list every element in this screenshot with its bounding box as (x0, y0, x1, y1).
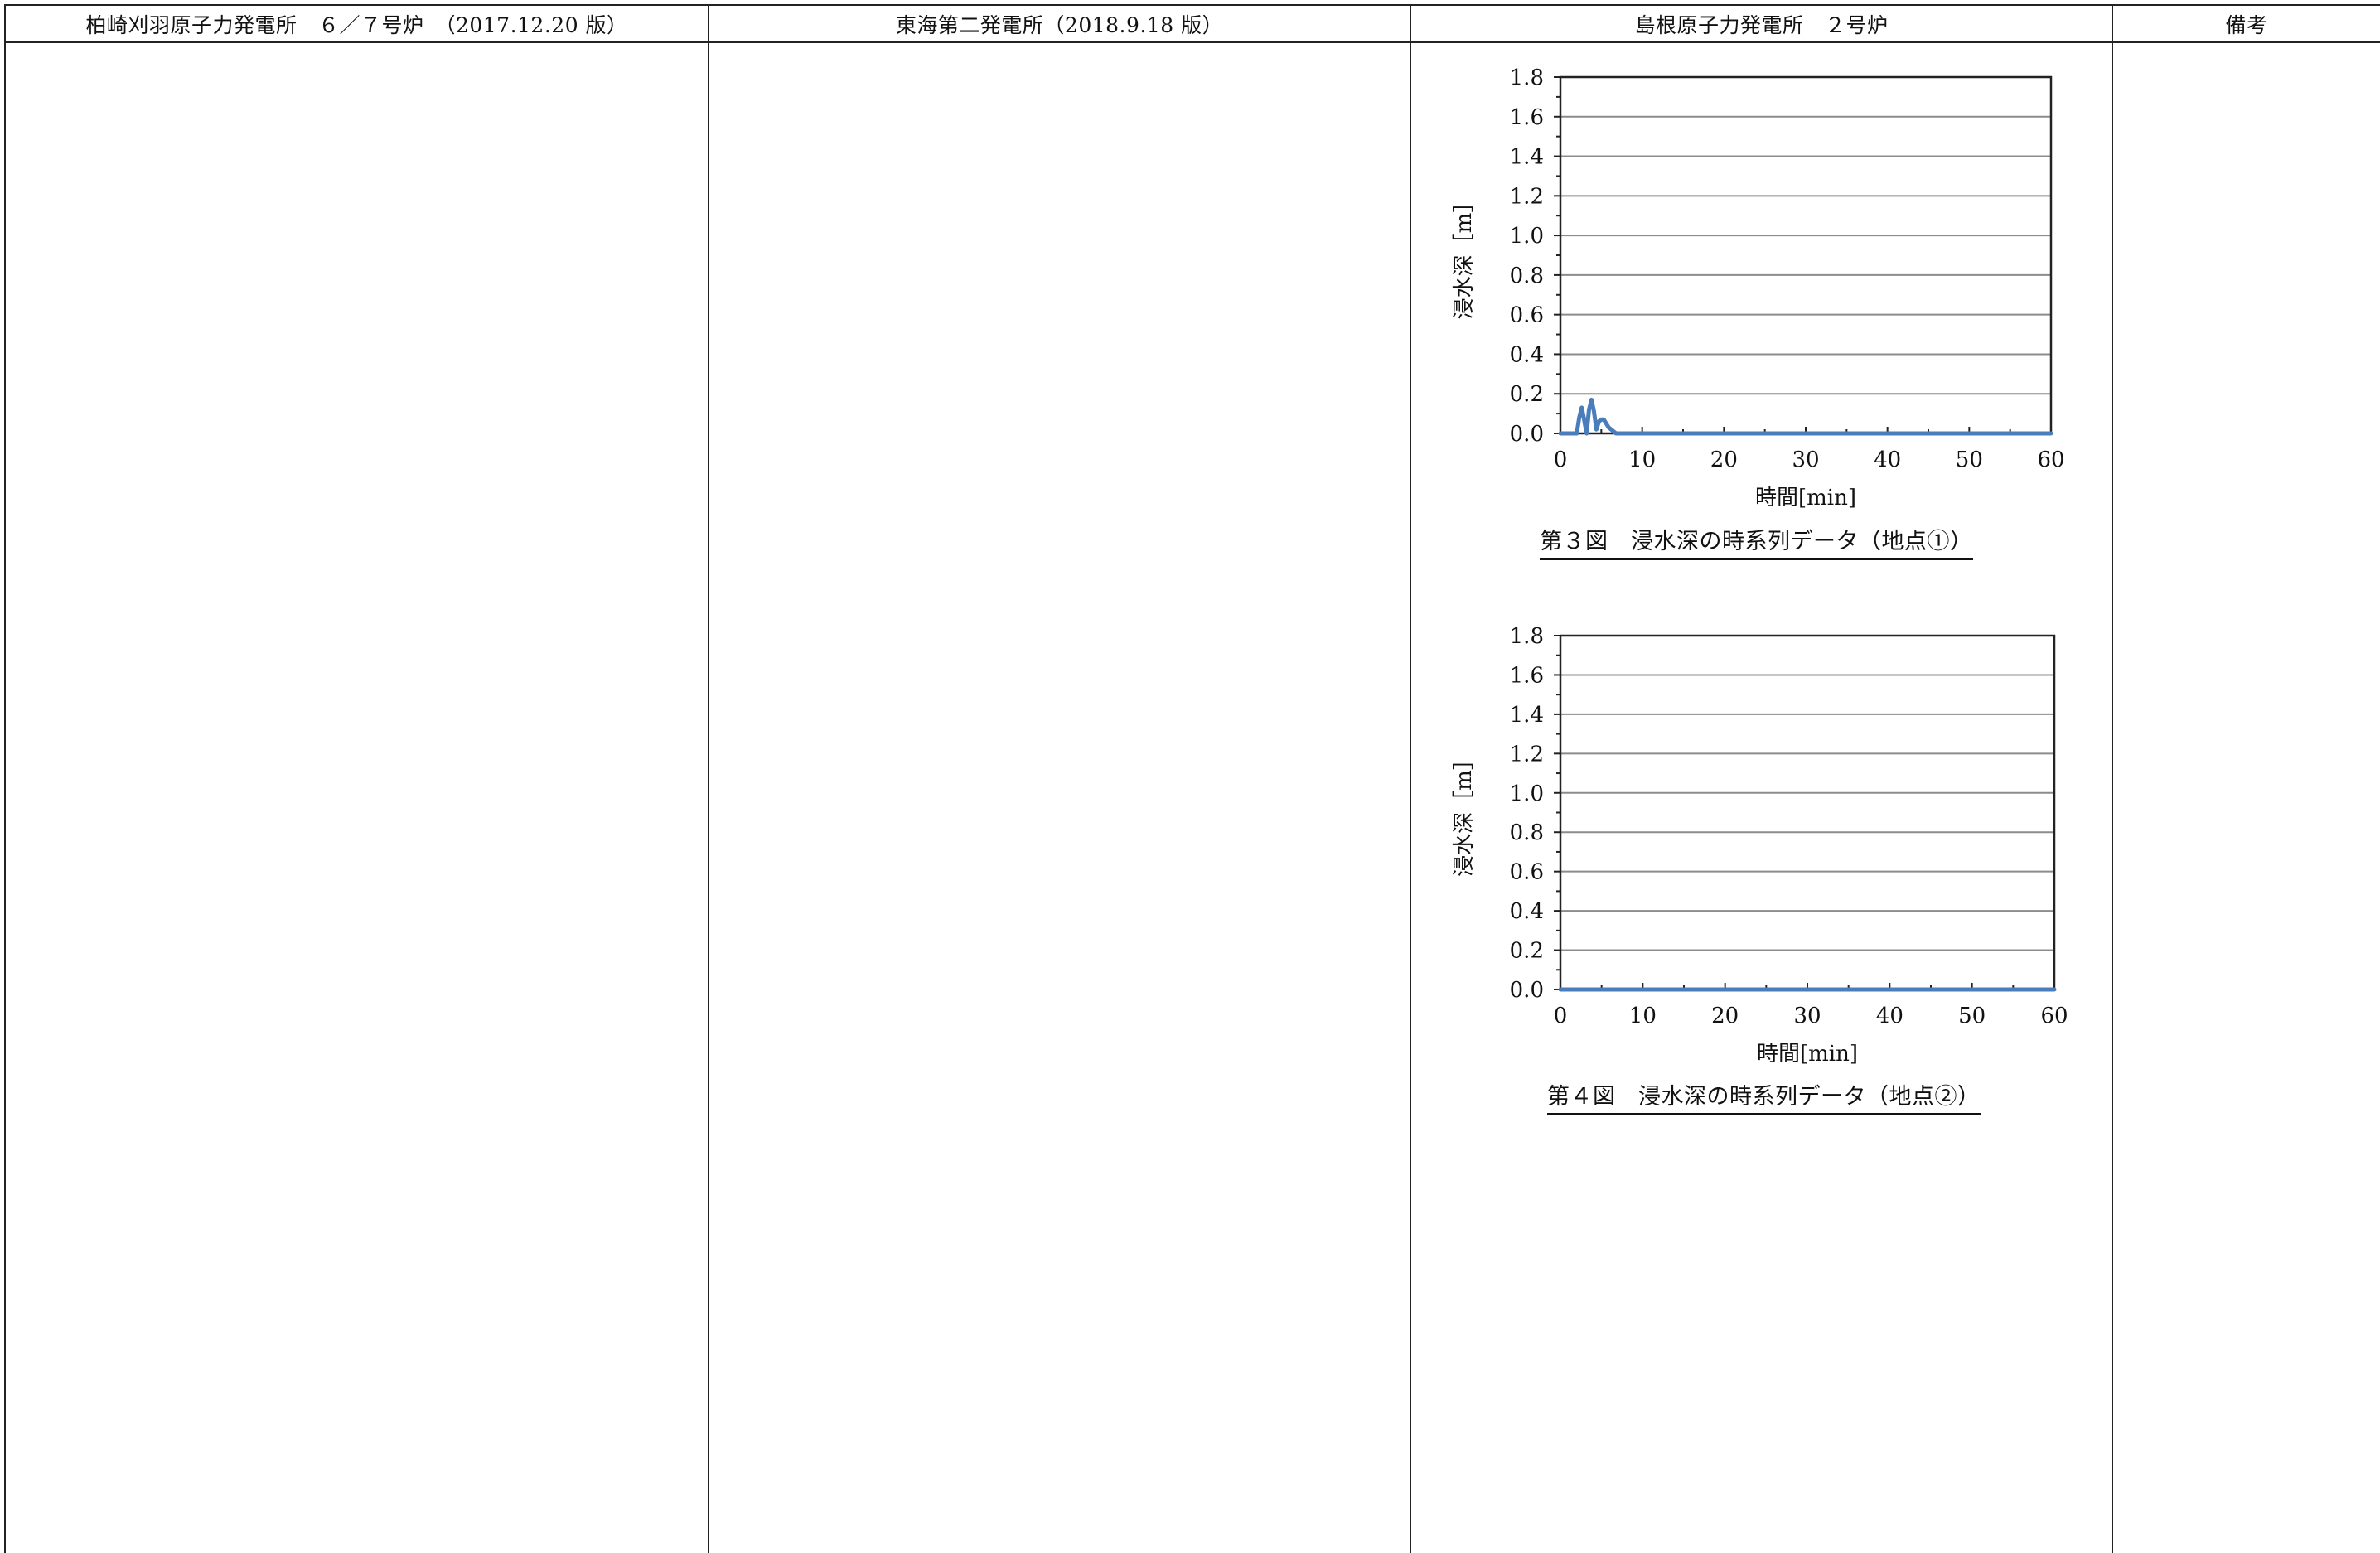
x-tick-label: 40 (1876, 1004, 1904, 1028)
x-axis-label: 時間[min] (1755, 486, 1856, 510)
x-tick-label: 20 (1711, 1004, 1739, 1028)
x-tick-label: 60 (2037, 448, 2064, 472)
x-tick-label: 20 (1710, 448, 1738, 472)
y-tick-label: 0.2 (1510, 939, 1544, 964)
column-divider-2 (1410, 4, 1411, 1553)
header-remarks: 備考 (2225, 12, 2268, 37)
y-tick-label: 0.6 (1510, 860, 1544, 885)
y-axis-label: 浸水深［m］ (1452, 748, 1477, 877)
x-tick-label: 10 (1628, 448, 1656, 472)
table-top-border (4, 4, 2380, 6)
header-bottom-border (4, 41, 2380, 43)
cell-remarks-body (2113, 43, 2380, 1553)
plot-area-frame (1559, 75, 2053, 435)
y-tick-label: 1.8 (1510, 624, 1544, 649)
y-axis-label: 浸水深［m］ (1452, 191, 1477, 320)
cell-kashiwazaki-body (6, 43, 708, 1553)
y-tick-label: 1.0 (1510, 781, 1544, 806)
y-tick-label: 1.2 (1510, 184, 1544, 209)
x-tick-label: 30 (1793, 1004, 1821, 1028)
y-tick-label: 0.0 (1510, 422, 1544, 447)
y-tick-label: 1.8 (1510, 65, 1544, 90)
x-tick-label: 10 (1629, 1004, 1657, 1028)
y-tick-label: 0.4 (1510, 342, 1544, 367)
y-tick-label: 0.4 (1510, 899, 1544, 924)
y-tick-label: 0.8 (1510, 264, 1544, 288)
y-tick-label: 0.8 (1510, 820, 1544, 845)
x-axis-label: 時間[min] (1757, 1042, 1858, 1067)
chart-caption-point-1: 第３図 浸水深の時系列データ（地点①） (1540, 523, 1973, 560)
y-tick-label: 1.4 (1510, 145, 1544, 170)
x-tick-label: 30 (1792, 448, 1819, 472)
chart-caption-point-2: 第４図 浸水深の時系列データ（地点②） (1547, 1078, 1981, 1115)
cell-tokai-body (709, 43, 1410, 1553)
x-tick-label: 60 (2040, 1004, 2068, 1028)
x-tick-label: 0 (1554, 1004, 1568, 1028)
plot-area-frame (1559, 634, 2056, 991)
header-tokai: 東海第二発電所（2018.9.18 版） (895, 12, 1224, 37)
column-divider-3 (2112, 4, 2113, 1553)
y-tick-label: 0.2 (1510, 382, 1544, 407)
table-left-border (4, 4, 6, 1553)
y-tick-label: 0.0 (1510, 978, 1544, 1003)
chart-point-2: 0.0 0.2 0.4 0.6 0.8 1.0 1.2 1.4 1.6 1.8 0 10 20 30 40 5… (1452, 624, 2068, 1067)
y-tick-label: 1.6 (1510, 663, 1544, 688)
y-tick-label: 0.6 (1510, 303, 1544, 328)
x-tick-label: 50 (1956, 448, 1983, 472)
y-tick-label: 1.4 (1510, 703, 1544, 728)
x-tick-label: 0 (1554, 448, 1568, 472)
header-kashiwazaki: 柏崎刈羽原子力発電所 ６／７号炉 （2017.12.20 版） (85, 12, 628, 37)
chart-point-1: 0.0 0.2 0.4 0.6 0.8 1.0 1.2 1.4 1.6 1.8 0 10 20 30 40 5… (1452, 65, 2065, 510)
header-shimane: 島根原子力発電所 ２号炉 (1634, 12, 1889, 37)
x-tick-label: 40 (1874, 448, 1901, 472)
y-tick-label: 1.2 (1510, 742, 1544, 767)
series-line-1 (1558, 397, 2053, 436)
column-divider-1 (708, 4, 709, 1553)
x-tick-label: 50 (1958, 1004, 1986, 1028)
y-tick-label: 1.0 (1510, 224, 1544, 249)
y-tick-label: 1.6 (1510, 105, 1544, 130)
